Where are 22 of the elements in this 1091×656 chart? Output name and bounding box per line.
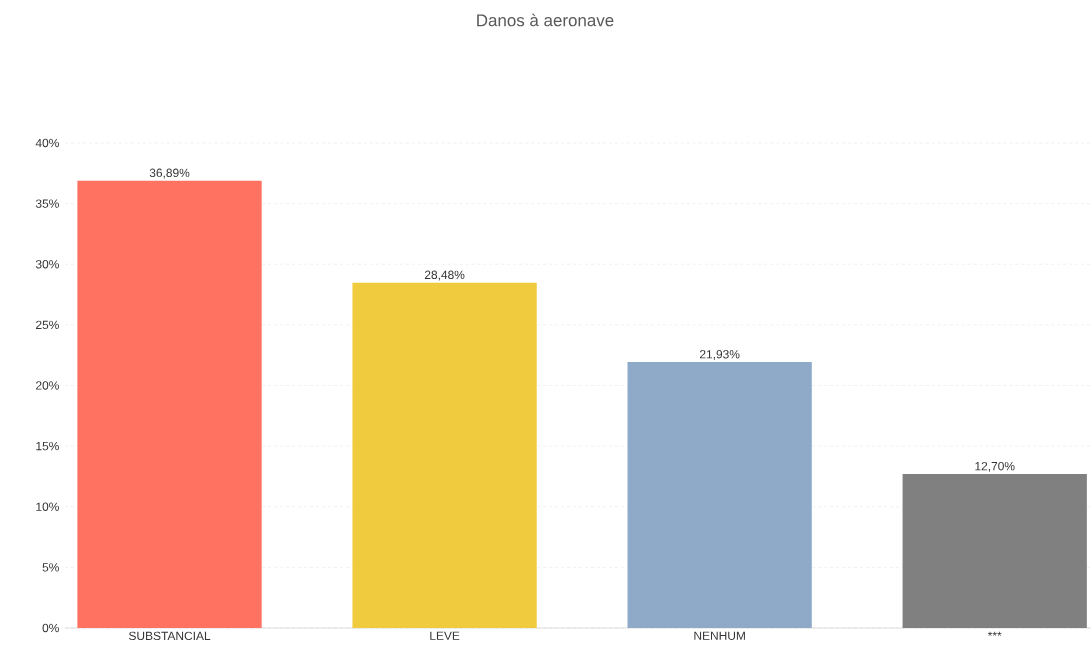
bar: [352, 282, 537, 628]
y-tick-label: 35%: [35, 199, 59, 208]
y-tick-label: 30%: [35, 260, 59, 269]
x-tick-label: LEVE: [430, 631, 460, 640]
data-label: 12,70%: [975, 461, 1015, 472]
bar: [77, 180, 262, 628]
y-tick-label: 5%: [42, 563, 59, 572]
x-tick-label: NENHUM: [694, 631, 745, 640]
y-tick-label: 15%: [36, 441, 59, 451]
data-label: 28,48%: [424, 270, 465, 281]
y-tick-label: 40%: [35, 138, 59, 148]
x-tick-label: SUBSTANCIAL: [129, 631, 211, 641]
x-tick-label: ***: [987, 631, 1002, 636]
chart-title: Danos à aeronave: [477, 13, 614, 27]
y-tick-label: 25%: [36, 320, 59, 330]
y-tick-label: 20%: [36, 381, 59, 390]
data-label: 36,89%: [149, 168, 190, 179]
data-label: 21,93%: [699, 350, 740, 360]
y-tick-label: 0%: [42, 623, 59, 633]
bar: [627, 362, 812, 628]
y-tick-label: 10%: [36, 502, 59, 511]
bar: [902, 474, 1087, 628]
